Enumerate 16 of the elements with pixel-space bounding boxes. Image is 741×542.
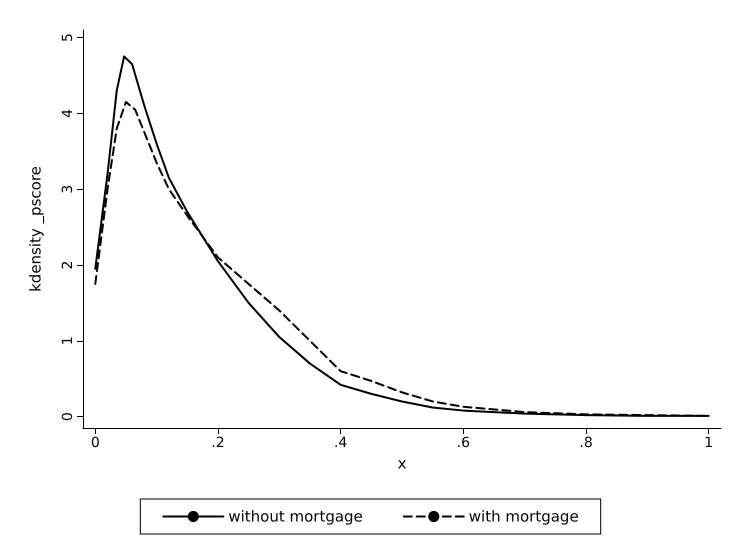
x-tick-label: .8 [579, 435, 593, 451]
x-tick-label: .4 [334, 435, 348, 451]
y-tick-label: 1 [60, 336, 76, 346]
x-axis-title: x [398, 454, 407, 472]
legend-label: with mortgage [468, 508, 579, 526]
y-axis-title: kdensity _pscore [26, 166, 44, 292]
x-tick-label: 0 [90, 435, 100, 451]
legend-label: without mortgage [228, 508, 363, 526]
y-tick-label: 5 [60, 33, 76, 42]
x-tick-label: .2 [211, 435, 225, 451]
x-tick-label: .6 [456, 435, 470, 451]
y-tick-label: 4 [60, 108, 76, 118]
y-tick-label: 3 [60, 184, 76, 194]
y-tick-label: 0 [60, 412, 76, 422]
x-tick-label: 1 [704, 435, 714, 451]
y-tick-label: 2 [60, 260, 76, 270]
